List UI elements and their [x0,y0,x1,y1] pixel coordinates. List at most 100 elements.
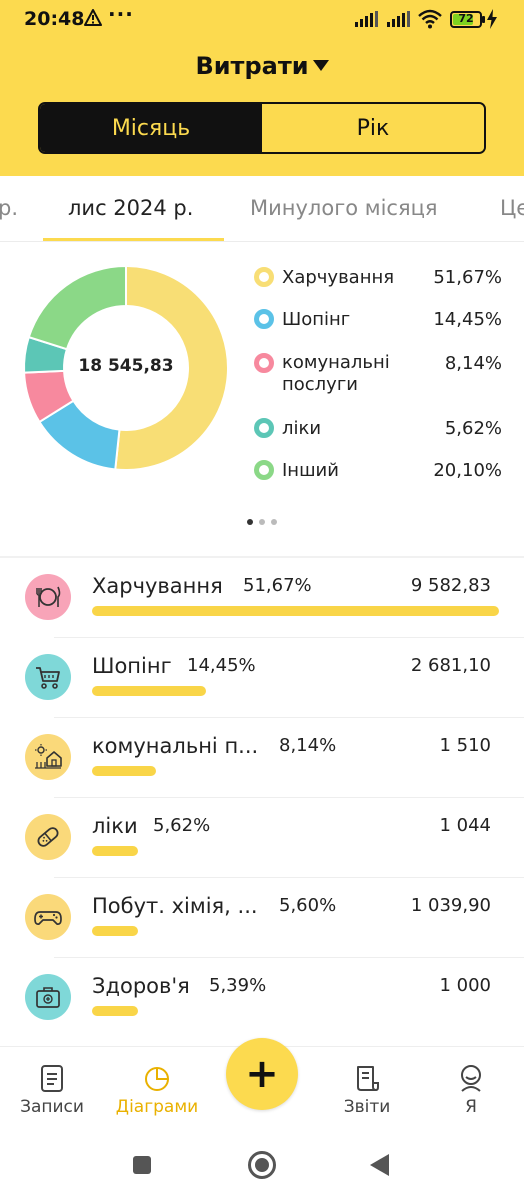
page-title: Витрати [195,52,309,80]
report-icon [357,1066,379,1091]
period-tabs: р. лис 2024 р. Минулого місяця Це [0,176,524,242]
category-percent: 5,60% [279,895,337,916]
battery-icon: 72 [450,11,482,28]
add-record-button[interactable]: + [226,1038,298,1110]
legend-color-ring [254,267,274,287]
header: 20:48 ··· 72 Вит [0,0,524,176]
pill-icon [37,827,59,847]
status-time: 20:48 [24,8,85,30]
recents-icon[interactable] [133,1156,151,1174]
category-name: Здоров'я [92,974,190,998]
nav-reports[interactable]: Звіти [317,1063,417,1117]
page-dot [259,519,265,525]
legend-color-ring [254,353,274,373]
category-percent: 8,14% [279,735,337,756]
home-icon[interactable] [248,1151,276,1179]
donut-slice[interactable] [114,264,229,471]
category-row[interactable]: комунальні п... 8,14% 1 510 [0,718,524,798]
legend-label: комунальні послуги [282,352,390,395]
back-icon[interactable] [370,1154,389,1176]
section-divider [0,556,524,558]
legend-color-ring [254,418,274,438]
category-name: Шопінг [92,654,172,678]
category-icon-wrap [25,894,71,940]
tab-previous-period[interactable]: р. [0,196,19,220]
category-amount: 1 044 [439,815,491,836]
category-row[interactable]: Побут. хімія, ... 5,60% 1 039,90 [0,878,524,958]
status-bar: 20:48 ··· 72 [0,0,524,40]
category-amount: 9 582,83 [410,575,491,596]
expense-donut-chart[interactable] [22,264,230,472]
tab-current-period[interactable]: лис 2024 р. [68,196,194,220]
donut-slice[interactable] [27,264,127,351]
category-icon-wrap [25,814,71,860]
tab-last-month[interactable]: Минулого місяця [250,196,438,220]
wifi-icon [418,9,442,29]
row-separator [54,797,524,798]
category-row[interactable]: Харчування 51,67% 9 582,83 [0,558,524,638]
category-progress-bar [92,846,138,856]
home-icon-dot [255,1158,269,1172]
legend-item: Інший 20,10% [252,459,502,483]
nav-label: Я [465,1097,477,1117]
category-progress-bar [92,1006,138,1016]
category-percent: 5,39% [209,975,267,996]
chart-page-indicator [244,519,284,527]
nav-charts[interactable]: Діаграми [107,1063,207,1117]
category-progress-bar [92,926,138,936]
more-notifications-icon: ··· [108,2,134,26]
donut-total: 18 545,83 [78,356,174,376]
legend-label: Інший [282,460,339,481]
nav-label: Звіти [343,1097,391,1117]
legend-label: Шопінг [282,309,351,330]
category-percent: 14,45% [187,655,256,676]
food-icon [36,586,61,607]
nav-label: Записи [20,1097,84,1117]
row-separator [54,637,524,638]
row-separator [54,877,524,878]
category-amount: 1 510 [439,735,491,756]
battery-fill [453,14,474,25]
notes-icon [41,1065,63,1092]
category-icon-wrap [25,734,71,780]
nav-label: Діаграми [115,1097,199,1117]
tab-next-period[interactable]: Це [500,196,524,220]
category-amount: 1 039,90 [410,895,491,916]
cart-icon [36,667,60,689]
legend-item: комунальні послуги 8,14% [252,352,502,398]
legend-color-ring [254,309,274,329]
segment-month[interactable]: Місяць [40,104,262,152]
nav-records[interactable]: Записи [2,1063,102,1117]
category-name: Харчування [92,574,223,598]
category-icon-wrap [25,654,71,700]
first-aid-icon [36,987,60,1008]
warning-icon [84,9,102,26]
title-dropdown[interactable]: Витрати [0,52,524,80]
gamepad-icon [34,911,62,925]
battery-tip [482,16,485,23]
signal-icon [355,11,378,27]
dropdown-caret-icon [312,60,329,71]
category-row[interactable]: Шопінг 14,45% 2 681,10 [0,638,524,718]
category-name: ліки [92,814,138,838]
category-row[interactable]: ліки 5,62% 1 044 [0,798,524,878]
period-type-switch: Місяць Рік [38,102,486,154]
legend-percent: 20,10% [433,460,502,481]
charging-icon [487,9,497,29]
row-separator [54,717,524,718]
segment-year[interactable]: Рік [262,104,484,152]
pie-chart-icon [145,1067,169,1091]
category-percent: 5,62% [153,815,211,836]
category-progress-bar [92,766,156,776]
legend-label: ліки [282,418,322,439]
legend-item: Харчування 51,67% [252,266,502,290]
category-name: Побут. хімія, ... [92,894,258,918]
legend-item: Шопінг 14,45% [252,308,502,332]
category-progress-bar [92,686,206,696]
category-row[interactable]: Здоров'я 5,39% 1 000 [0,958,524,1038]
profile-icon [461,1065,481,1092]
legend-item: ліки 5,62% [252,417,502,441]
battery-level: 72 [458,12,474,25]
nav-profile[interactable]: Я [421,1063,521,1117]
row-separator [54,957,524,958]
